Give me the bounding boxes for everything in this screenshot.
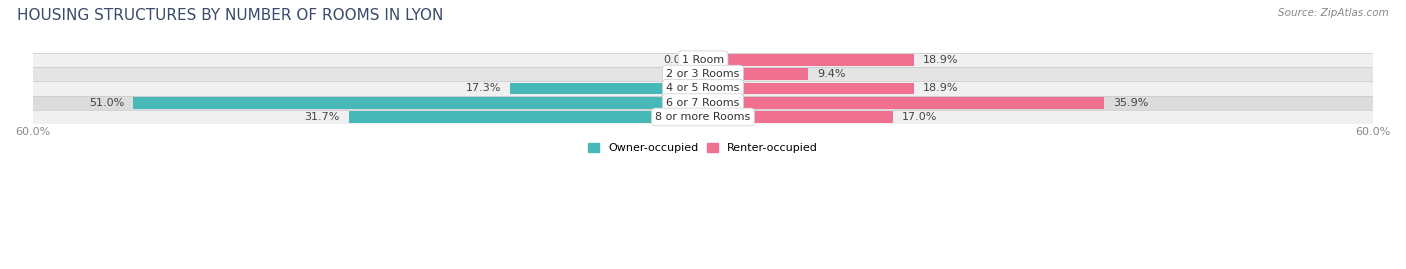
Text: 18.9%: 18.9% bbox=[924, 83, 959, 93]
Bar bbox=[703, 111, 893, 123]
Bar bbox=[703, 68, 808, 80]
Text: 0.0%: 0.0% bbox=[664, 69, 692, 79]
Text: 8 or more Rooms: 8 or more Rooms bbox=[655, 112, 751, 122]
Bar bbox=[32, 67, 1374, 81]
Bar bbox=[703, 83, 914, 94]
Text: 4 or 5 Rooms: 4 or 5 Rooms bbox=[666, 83, 740, 93]
Bar bbox=[703, 97, 1104, 108]
Text: 18.9%: 18.9% bbox=[924, 55, 959, 65]
Text: HOUSING STRUCTURES BY NUMBER OF ROOMS IN LYON: HOUSING STRUCTURES BY NUMBER OF ROOMS IN… bbox=[17, 8, 443, 23]
Bar bbox=[32, 81, 1374, 95]
Bar bbox=[134, 97, 703, 108]
Text: 1 Room: 1 Room bbox=[682, 55, 724, 65]
Text: 0.0%: 0.0% bbox=[664, 55, 692, 65]
Bar bbox=[349, 111, 703, 123]
Legend: Owner-occupied, Renter-occupied: Owner-occupied, Renter-occupied bbox=[583, 139, 823, 158]
Text: 9.4%: 9.4% bbox=[817, 69, 845, 79]
Bar bbox=[32, 53, 1374, 67]
Text: 17.3%: 17.3% bbox=[465, 83, 501, 93]
Bar bbox=[703, 54, 914, 66]
Bar bbox=[32, 95, 1374, 110]
Text: 31.7%: 31.7% bbox=[305, 112, 340, 122]
Bar bbox=[32, 110, 1374, 124]
Text: 35.9%: 35.9% bbox=[1114, 98, 1149, 108]
Text: 51.0%: 51.0% bbox=[89, 98, 124, 108]
Text: 6 or 7 Rooms: 6 or 7 Rooms bbox=[666, 98, 740, 108]
Text: 2 or 3 Rooms: 2 or 3 Rooms bbox=[666, 69, 740, 79]
Text: Source: ZipAtlas.com: Source: ZipAtlas.com bbox=[1278, 8, 1389, 18]
Bar bbox=[510, 83, 703, 94]
Text: 17.0%: 17.0% bbox=[901, 112, 938, 122]
